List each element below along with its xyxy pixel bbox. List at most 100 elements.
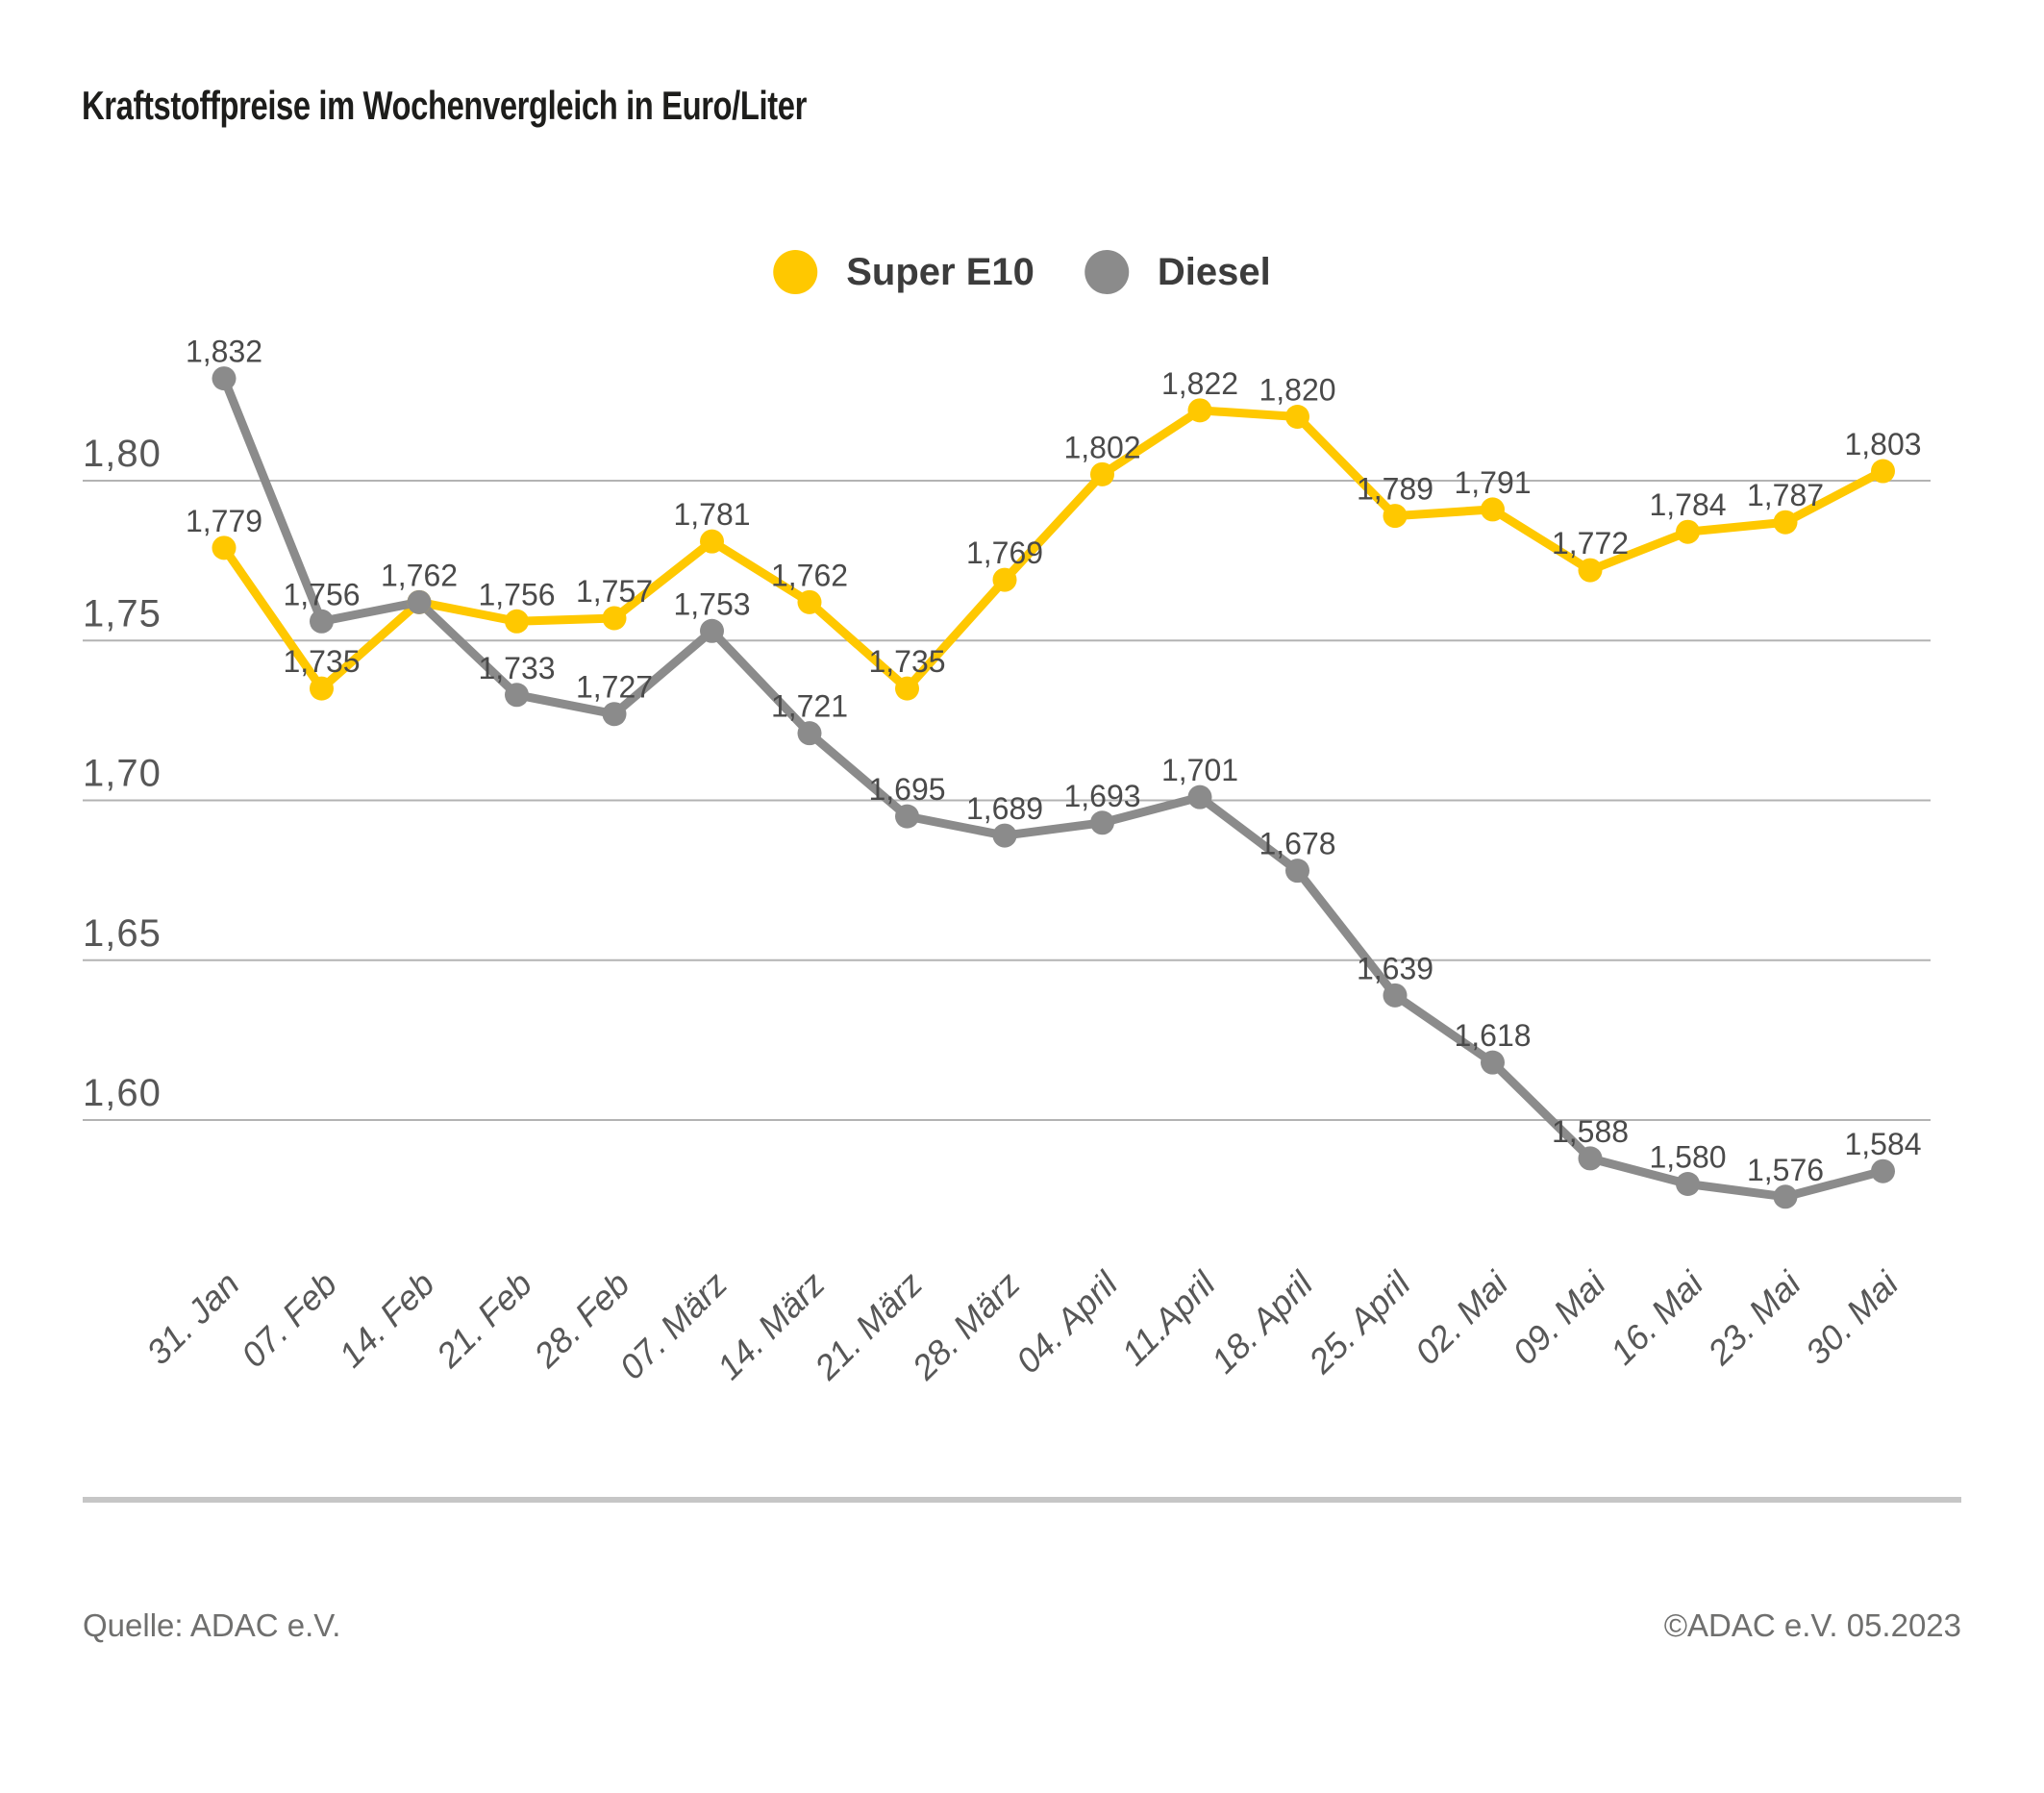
legend-dot-diesel-icon [1084, 250, 1129, 294]
data-point-diesel [212, 366, 237, 391]
data-point-super-e10 [1676, 519, 1700, 544]
x-tick-label: 18. April [1204, 1263, 1321, 1381]
data-label-diesel: 1,733 [478, 651, 555, 685]
data-point-super-e10 [1578, 558, 1603, 583]
data-point-diesel [1090, 810, 1114, 835]
y-tick-label: 1,75 [83, 592, 162, 635]
x-tick-label: 07. Feb [234, 1264, 344, 1375]
data-point-super-e10 [505, 609, 529, 634]
legend-label-diesel: Diesel [1157, 250, 1271, 293]
data-label-super-e10: 1,789 [1357, 472, 1433, 507]
data-point-super-e10 [1285, 405, 1309, 429]
data-point-super-e10 [700, 529, 724, 554]
data-point-diesel [797, 721, 822, 746]
y-tick-label: 1,70 [83, 753, 162, 795]
data-point-super-e10 [895, 676, 919, 701]
data-label-super-e10: 1,735 [868, 644, 945, 679]
data-label-diesel: 1,576 [1747, 1153, 1824, 1187]
data-label-super-e10: 1,772 [1552, 526, 1629, 560]
data-label-diesel: 1,618 [1454, 1018, 1531, 1053]
legend-label-super-e10: Super E10 [846, 250, 1034, 293]
data-label-diesel: 1,756 [283, 577, 360, 611]
data-point-diesel [1285, 859, 1309, 884]
x-tick-label: 16. Mai [1603, 1263, 1711, 1372]
legend-dot-super-e10-icon [773, 250, 818, 294]
data-point-super-e10 [602, 606, 627, 631]
data-label-diesel: 1,701 [1161, 753, 1238, 787]
x-tick-label: 14. März [710, 1264, 833, 1387]
legend-item-super-e10: Super E10 [773, 250, 1034, 294]
x-tick-label: 07. März [611, 1264, 735, 1387]
x-tick-label: 31. Jan [138, 1264, 246, 1372]
data-point-diesel [1871, 1158, 1895, 1183]
data-point-super-e10 [310, 676, 334, 701]
y-tick-label: 1,80 [83, 433, 162, 475]
x-tick-label: 21. März [806, 1264, 930, 1388]
data-point-diesel [1676, 1172, 1700, 1196]
footer-divider [83, 1497, 1961, 1503]
y-tick-label: 1,65 [83, 912, 162, 955]
data-point-super-e10 [1187, 398, 1212, 423]
data-label-diesel: 1,762 [381, 558, 458, 592]
data-label-diesel: 1,727 [576, 670, 653, 705]
data-label-diesel: 1,580 [1649, 1140, 1726, 1175]
data-label-diesel: 1,695 [868, 772, 945, 807]
data-label-super-e10: 1,791 [1454, 465, 1531, 500]
data-label-super-e10: 1,762 [771, 558, 848, 592]
data-point-super-e10 [797, 589, 822, 614]
data-point-diesel [700, 618, 724, 643]
data-label-super-e10: 1,769 [966, 535, 1043, 570]
x-tick-label: 14. Feb [331, 1264, 441, 1375]
data-label-super-e10: 1,822 [1161, 366, 1238, 401]
data-point-super-e10 [1773, 510, 1798, 535]
data-point-diesel [505, 683, 529, 708]
data-point-diesel [992, 823, 1017, 848]
data-point-super-e10 [992, 567, 1017, 592]
data-label-diesel: 1,753 [673, 586, 750, 621]
series-line-super-e10 [219, 406, 1887, 693]
footer-source: Quelle: ADAC e.V. [83, 1607, 341, 1643]
data-point-diesel [1773, 1184, 1798, 1209]
x-tick-label: 04. April [1009, 1263, 1126, 1381]
series-line-diesel [219, 374, 1887, 1202]
data-point-diesel [407, 589, 432, 614]
data-label-super-e10: 1,787 [1747, 478, 1824, 512]
data-point-diesel [1578, 1146, 1603, 1171]
data-label-diesel: 1,678 [1259, 827, 1335, 861]
y-tick-label: 1,60 [83, 1072, 162, 1114]
data-point-super-e10 [1383, 504, 1408, 529]
x-tick-label: 25. April [1301, 1263, 1419, 1382]
data-point-super-e10 [1481, 497, 1505, 522]
x-tick-label: 23. Mai [1699, 1263, 1808, 1373]
data-point-diesel [1187, 784, 1212, 809]
data-label-super-e10: 1,803 [1844, 427, 1921, 461]
x-tick-label: 21. Feb [428, 1264, 539, 1376]
data-label-diesel: 1,588 [1552, 1114, 1629, 1149]
data-point-super-e10 [212, 535, 237, 560]
data-point-diesel [1481, 1050, 1505, 1075]
legend-item-diesel: Diesel [1084, 250, 1271, 294]
footer-copyright: ©ADAC e.V. 05.2023 [1663, 1607, 1961, 1643]
data-label-super-e10: 1,757 [576, 574, 653, 609]
data-label-diesel: 1,693 [1063, 779, 1140, 813]
data-point-super-e10 [1090, 461, 1114, 486]
data-point-diesel [310, 609, 334, 634]
page-title: Kraftstoffpreise im Wochenvergleich in E… [82, 83, 807, 128]
x-tick-label: 28. März [904, 1264, 1028, 1388]
data-point-diesel [1383, 983, 1408, 1008]
x-tick-label: 02. Mai [1408, 1263, 1516, 1372]
data-point-super-e10 [1871, 459, 1895, 484]
data-label-super-e10: 1,820 [1259, 373, 1335, 408]
data-label-diesel: 1,639 [1357, 951, 1433, 985]
x-tick-label: 30. Mai [1798, 1263, 1907, 1372]
data-label-super-e10: 1,756 [478, 577, 555, 611]
data-label-super-e10: 1,802 [1063, 430, 1140, 464]
data-point-diesel [602, 702, 627, 727]
data-label-super-e10: 1,784 [1649, 487, 1726, 522]
data-label-diesel: 1,721 [771, 689, 848, 724]
data-label-diesel: 1,832 [186, 335, 262, 369]
chart-legend: Super E10 Diesel [773, 250, 1271, 294]
data-label-diesel: 1,689 [966, 791, 1043, 826]
